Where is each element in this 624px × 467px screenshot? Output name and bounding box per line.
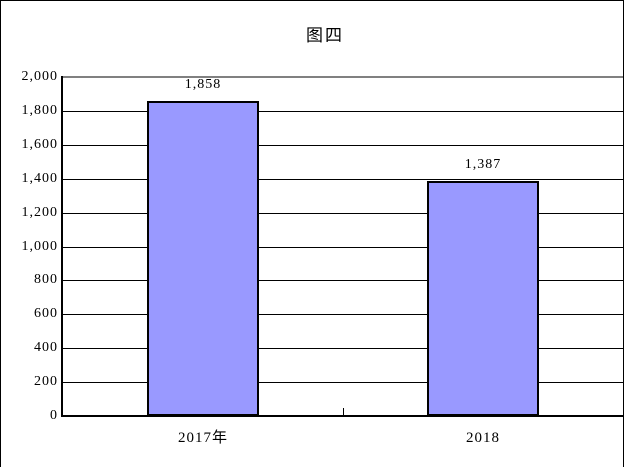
y-axis-tick-label: 800 (34, 272, 58, 288)
y-axis-tick (63, 144, 68, 146)
y-axis-tick-label: 0 (50, 408, 58, 423)
major-gridline (63, 212, 623, 214)
y-axis-tick (63, 280, 68, 282)
y-axis-tick (63, 246, 68, 248)
y-axis-tick-label: 1,000 (21, 238, 58, 254)
bar-value-label: 1,387 (464, 156, 502, 172)
y-axis-tick (63, 314, 68, 316)
major-gridline (63, 144, 623, 146)
major-gridline (63, 314, 623, 316)
x-axis-tick (343, 408, 344, 416)
y-axis-tick (63, 212, 68, 214)
major-gridline (63, 348, 623, 350)
y-axis-tick (63, 110, 68, 112)
y-axis-tick-label: 1,800 (21, 102, 58, 118)
bar-2018 (427, 180, 539, 416)
x-axis-category-label: 2017年 (177, 430, 228, 446)
x-axis-category-label: 2018 (466, 430, 500, 446)
major-gridline (63, 382, 623, 384)
y-axis-tick-label: 1,400 (21, 170, 58, 186)
plot-top-border (62, 76, 623, 78)
bar-2017年 (147, 101, 259, 416)
major-gridline (63, 110, 623, 112)
y-axis-tick-label: 1,200 (21, 204, 58, 220)
x-axis (61, 415, 623, 417)
major-gridline (63, 178, 623, 180)
major-gridline (63, 280, 623, 282)
major-gridline (63, 246, 623, 248)
y-axis-tick-label: 600 (34, 306, 58, 322)
y-axis-tick-label: 1,600 (21, 136, 58, 152)
y-axis-tick-label: 400 (34, 340, 58, 356)
bar-value-label: 1,858 (184, 77, 222, 93)
plot-area: 1,858 1,387 (61, 76, 623, 417)
chart-title: 图四 (306, 26, 344, 45)
y-axis (61, 76, 63, 417)
y-axis-tick (63, 348, 68, 350)
y-axis-tick-label: 2,000 (21, 69, 58, 84)
y-axis-tick-label: 200 (34, 374, 58, 390)
y-axis-tick (63, 382, 68, 384)
y-axis-tick (63, 178, 68, 180)
